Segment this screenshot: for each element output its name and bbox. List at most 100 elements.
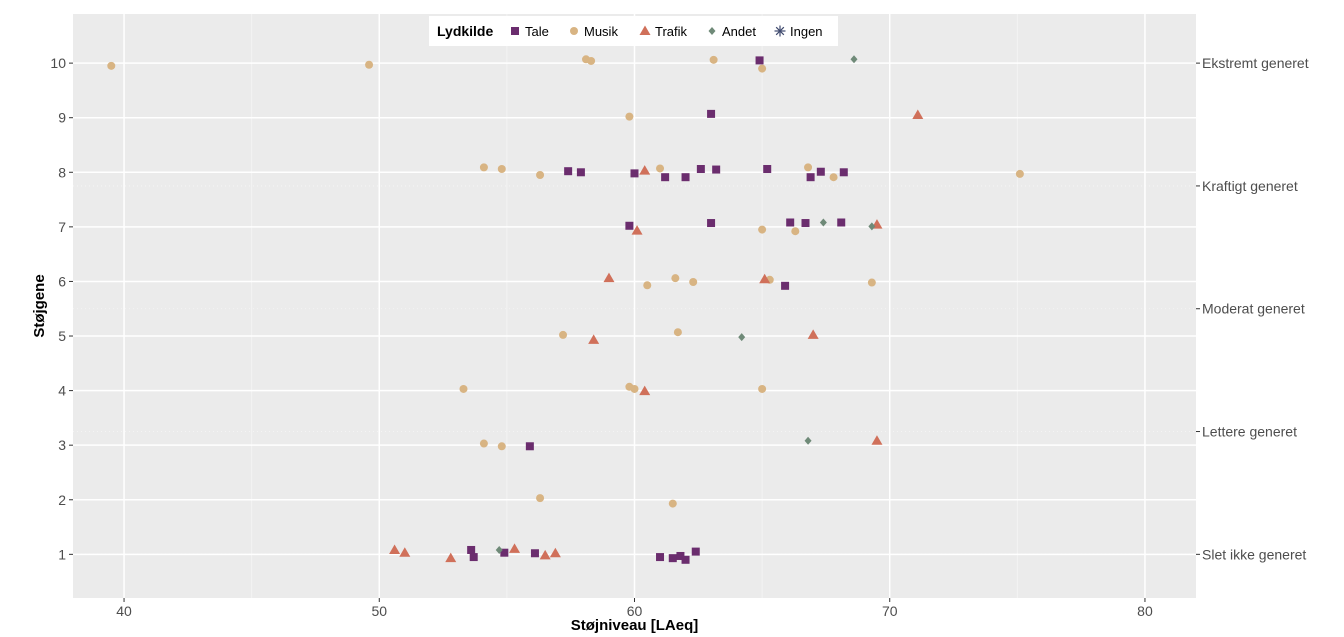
data-point-trafik: [912, 109, 924, 119]
data-point-trafik: [639, 385, 651, 396]
data-point-tale: [681, 173, 690, 182]
data-point-trafik: [509, 543, 521, 553]
data-point-tale: [500, 548, 509, 557]
data-point-tale: [801, 219, 810, 228]
y-axis: 1 2 3 4 5 6 7 8 9 10: [50, 55, 73, 562]
data-point-andet: [819, 218, 827, 227]
data-point-trafik: [445, 552, 457, 563]
legend-key-ingen: [774, 25, 786, 37]
data-point-musik: [479, 439, 488, 448]
data-point-tale: [691, 547, 700, 556]
data-point-musik: [365, 60, 374, 69]
data-point-musik: [867, 278, 876, 287]
x-axis-title: Støjniveau [LAeq]: [571, 617, 699, 634]
data-point-trafik: [399, 547, 411, 557]
data-point-tale: [816, 167, 825, 176]
data-point-musik: [829, 173, 838, 182]
data-point-trafik: [539, 549, 551, 560]
legend-label: Ingen: [790, 24, 823, 39]
y-tick-label: 2: [58, 492, 66, 508]
y-tick-label: 4: [58, 383, 66, 399]
grid-major: [73, 14, 1196, 598]
data-point-musik: [709, 55, 718, 64]
x-tick-label: 50: [371, 603, 387, 619]
data-point-andet: [850, 55, 858, 64]
data-point-tale: [837, 218, 846, 227]
data-point-tale: [755, 56, 764, 65]
y-axis-title: Støjgene: [31, 274, 48, 337]
data-point-tale: [712, 165, 721, 174]
data-point-tale: [469, 553, 478, 562]
data-point-trafik: [759, 273, 771, 284]
data-point-tale: [707, 109, 716, 118]
legend-label: Tale: [525, 24, 549, 39]
data-point-trafik: [549, 547, 561, 558]
data-point-trafik: [871, 435, 883, 445]
legend-key-trafik: [639, 25, 651, 35]
data-point-trafik: [588, 334, 600, 344]
data-points: [107, 55, 1024, 564]
secondary-y-tick-label: Moderat generet: [1202, 301, 1305, 317]
data-point-musik: [630, 384, 639, 393]
data-point-tale: [576, 168, 585, 177]
x-tick-label: 80: [1137, 603, 1153, 619]
y-tick-label: 3: [58, 437, 66, 453]
secondary-y-tick-label: Ekstremt generet: [1202, 55, 1309, 71]
data-point-tale: [786, 218, 795, 227]
data-point-musik: [668, 499, 677, 508]
data-point-andet: [495, 545, 503, 554]
data-point-trafik: [631, 225, 643, 235]
legend-key-andet: [708, 27, 716, 35]
data-point-musik: [689, 277, 698, 286]
legend-key-tale: [511, 27, 519, 35]
data-point-musik: [497, 442, 506, 451]
data-point-musik: [1015, 169, 1024, 178]
data-point-trafik: [807, 329, 819, 339]
legend-label: Andet: [722, 24, 756, 39]
y-tick-label: 10: [50, 55, 66, 71]
data-point-musik: [625, 112, 634, 121]
x-tick-label: 40: [116, 603, 132, 619]
data-point-tale: [781, 281, 790, 290]
secondary-y-axis: Slet ikke generet Lettere generet Moderat …: [1196, 55, 1309, 562]
data-point-musik: [536, 494, 545, 503]
data-point-musik: [587, 56, 596, 65]
data-point-musik: [559, 330, 568, 339]
data-point-tale: [763, 165, 772, 174]
data-point-musik: [758, 225, 767, 234]
data-point-musik: [758, 384, 767, 393]
data-point-tale: [525, 442, 534, 451]
data-point-tale: [676, 551, 685, 560]
data-point-andet: [868, 222, 876, 231]
data-point-musik: [459, 384, 468, 393]
grid-minor: [73, 14, 1196, 598]
data-point-musik: [791, 227, 800, 236]
data-point-trafik: [639, 165, 651, 175]
data-point-tale: [696, 165, 705, 174]
secondary-y-tick-label: Lettere generet: [1202, 424, 1297, 440]
data-point-trafik: [389, 544, 401, 554]
x-tick-label: 70: [882, 603, 898, 619]
legend-background: [429, 16, 838, 46]
legend-items: Tale Musik Trafik Andet Ingen: [511, 24, 823, 39]
data-point-tale: [630, 169, 639, 178]
data-point-andet: [804, 436, 812, 445]
y-tick-label: 9: [58, 110, 66, 126]
y-tick-label: 1: [58, 546, 66, 562]
data-point-musik: [497, 165, 506, 174]
data-point-tale: [467, 545, 476, 554]
data-point-tale: [707, 219, 716, 228]
legend-label: Musik: [584, 24, 618, 39]
data-point-tale: [661, 173, 670, 182]
data-point-tale: [681, 555, 690, 564]
y-tick-label: 6: [58, 273, 66, 289]
data-point-andet: [738, 333, 746, 342]
legend: Lydkilde Tale Musik Trafik Andet Ingen: [429, 16, 838, 46]
data-point-musik: [804, 163, 813, 172]
data-point-musik: [758, 64, 767, 73]
data-point-musik: [107, 61, 116, 70]
data-point-trafik: [603, 272, 615, 283]
data-point-tale: [564, 167, 573, 176]
y-tick-label: 5: [58, 328, 66, 344]
data-point-tale: [656, 553, 665, 562]
